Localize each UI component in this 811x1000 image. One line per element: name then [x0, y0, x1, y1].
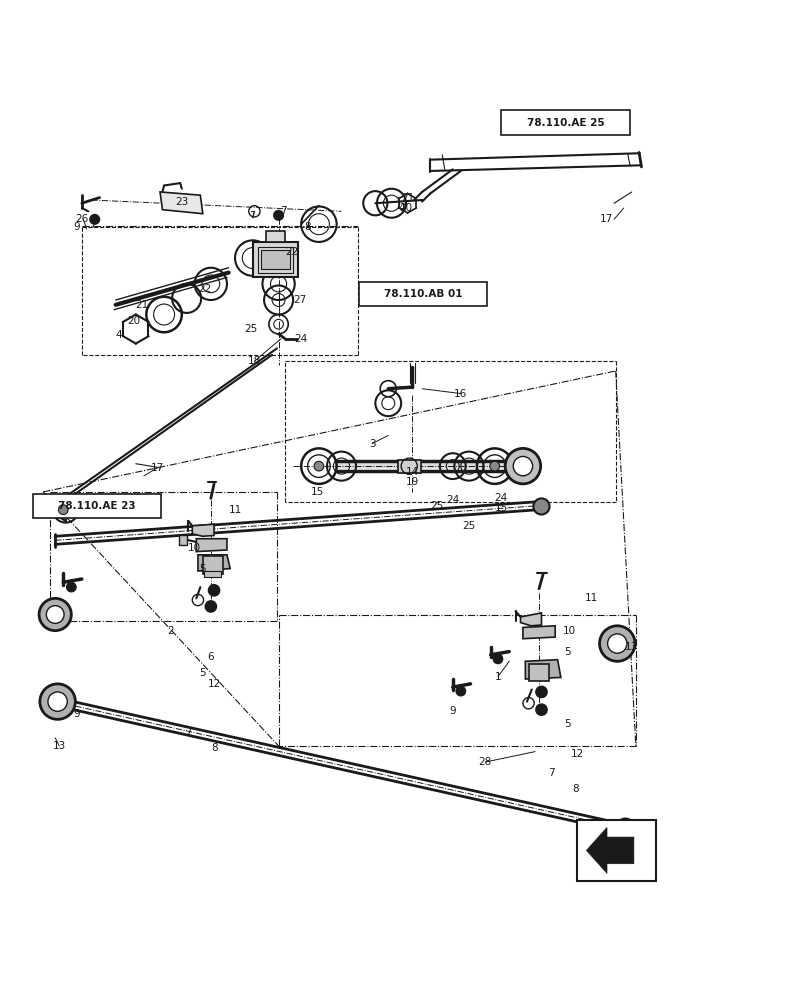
Circle shape: [208, 585, 220, 596]
Text: 8: 8: [571, 784, 578, 794]
Polygon shape: [196, 539, 227, 552]
Circle shape: [504, 448, 540, 484]
Text: 78.110.AE 25: 78.110.AE 25: [526, 118, 603, 128]
Text: 24: 24: [494, 493, 507, 503]
Text: 20: 20: [399, 203, 412, 213]
Text: 5: 5: [564, 647, 570, 657]
Text: 15: 15: [311, 487, 324, 497]
Text: 14: 14: [406, 467, 418, 477]
Text: 6: 6: [208, 652, 214, 662]
Bar: [33, 494, 161, 518]
Text: 15: 15: [494, 503, 507, 513]
Circle shape: [533, 498, 549, 515]
Bar: [397, 460, 420, 473]
Text: 5: 5: [200, 564, 206, 574]
Circle shape: [599, 626, 634, 661]
Circle shape: [205, 601, 217, 612]
Text: 19: 19: [406, 477, 418, 487]
Text: 26: 26: [75, 214, 88, 224]
Text: 3: 3: [368, 439, 375, 449]
Text: 20: 20: [127, 316, 139, 326]
Bar: [252, 242, 298, 277]
Text: 13: 13: [53, 741, 66, 751]
Text: 12: 12: [569, 749, 583, 759]
Polygon shape: [192, 524, 214, 536]
Circle shape: [58, 505, 68, 515]
Text: 1: 1: [494, 672, 500, 682]
Text: 9: 9: [74, 222, 80, 232]
Text: 11: 11: [584, 593, 598, 603]
Circle shape: [39, 598, 71, 631]
Circle shape: [456, 686, 465, 696]
Circle shape: [90, 215, 100, 224]
Text: 4: 4: [115, 330, 122, 340]
Text: 16: 16: [453, 389, 467, 399]
Text: 4: 4: [398, 203, 405, 213]
Text: 24: 24: [445, 495, 459, 505]
Circle shape: [40, 684, 75, 719]
Bar: [528, 664, 548, 681]
Text: 5: 5: [564, 719, 570, 729]
Text: 23: 23: [175, 197, 188, 207]
Circle shape: [535, 704, 547, 715]
Text: 9: 9: [449, 706, 456, 716]
Circle shape: [615, 819, 634, 838]
Text: 24: 24: [294, 334, 307, 344]
Polygon shape: [586, 827, 633, 873]
Text: 2: 2: [167, 626, 174, 636]
Text: 25: 25: [461, 521, 475, 531]
Polygon shape: [525, 660, 560, 679]
Circle shape: [314, 461, 324, 471]
Circle shape: [607, 634, 626, 653]
Circle shape: [492, 654, 502, 664]
Polygon shape: [520, 613, 541, 626]
Text: 28: 28: [478, 757, 491, 767]
Text: 22: 22: [198, 284, 211, 294]
Text: 78.110.AE 23: 78.110.AE 23: [58, 501, 135, 511]
Polygon shape: [160, 192, 203, 214]
Text: 78.110.AB 01: 78.110.AB 01: [384, 289, 461, 299]
Bar: [358, 282, 486, 306]
Circle shape: [46, 606, 64, 623]
Text: 21: 21: [135, 300, 148, 310]
Bar: [204, 571, 221, 577]
Polygon shape: [198, 555, 230, 571]
Text: 22: 22: [285, 247, 298, 257]
Text: 17: 17: [151, 463, 164, 473]
Text: 17: 17: [599, 214, 611, 224]
Text: 9: 9: [74, 709, 80, 719]
Text: 12: 12: [207, 679, 221, 689]
Text: 7: 7: [547, 768, 554, 778]
Text: 10: 10: [188, 543, 201, 553]
Text: 25: 25: [430, 501, 443, 511]
Circle shape: [67, 582, 76, 592]
Circle shape: [273, 210, 283, 220]
Bar: [500, 110, 629, 135]
Text: 8: 8: [304, 222, 311, 232]
Text: 5: 5: [200, 668, 206, 678]
Text: 21: 21: [401, 193, 414, 203]
Text: 27: 27: [293, 295, 306, 305]
Polygon shape: [522, 626, 555, 639]
Text: 7: 7: [280, 206, 286, 216]
Bar: [257, 247, 293, 273]
Text: 8: 8: [211, 743, 217, 753]
Text: 25: 25: [244, 324, 257, 334]
Text: 7: 7: [185, 727, 191, 737]
Circle shape: [489, 461, 499, 471]
Bar: [178, 535, 187, 545]
Text: 13: 13: [624, 642, 637, 652]
Text: 10: 10: [562, 626, 575, 636]
Bar: [203, 556, 223, 574]
Circle shape: [48, 692, 67, 711]
Bar: [260, 250, 290, 269]
Circle shape: [535, 686, 547, 698]
Bar: [577, 820, 655, 881]
Text: 11: 11: [228, 505, 242, 515]
Circle shape: [513, 456, 532, 476]
Bar: [265, 231, 285, 242]
Text: 18: 18: [247, 356, 260, 366]
